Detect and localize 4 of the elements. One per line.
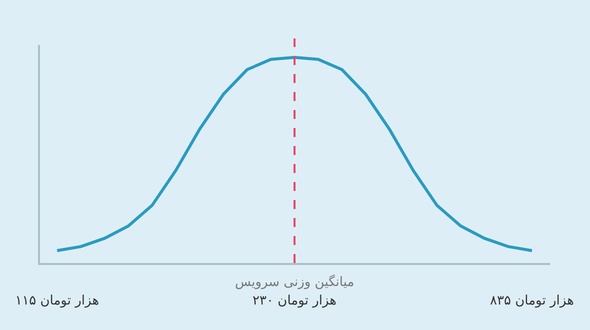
x-tick-label: ۲۳۰ هزار تومان	[252, 294, 337, 309]
x-tick-label: ۸۳۵ هزار تومان	[490, 294, 574, 309]
x-tick-label: ۱۱۵ هزار تومان	[15, 294, 100, 309]
ref-line-label: میانگین وزنی سرویس	[235, 274, 354, 290]
